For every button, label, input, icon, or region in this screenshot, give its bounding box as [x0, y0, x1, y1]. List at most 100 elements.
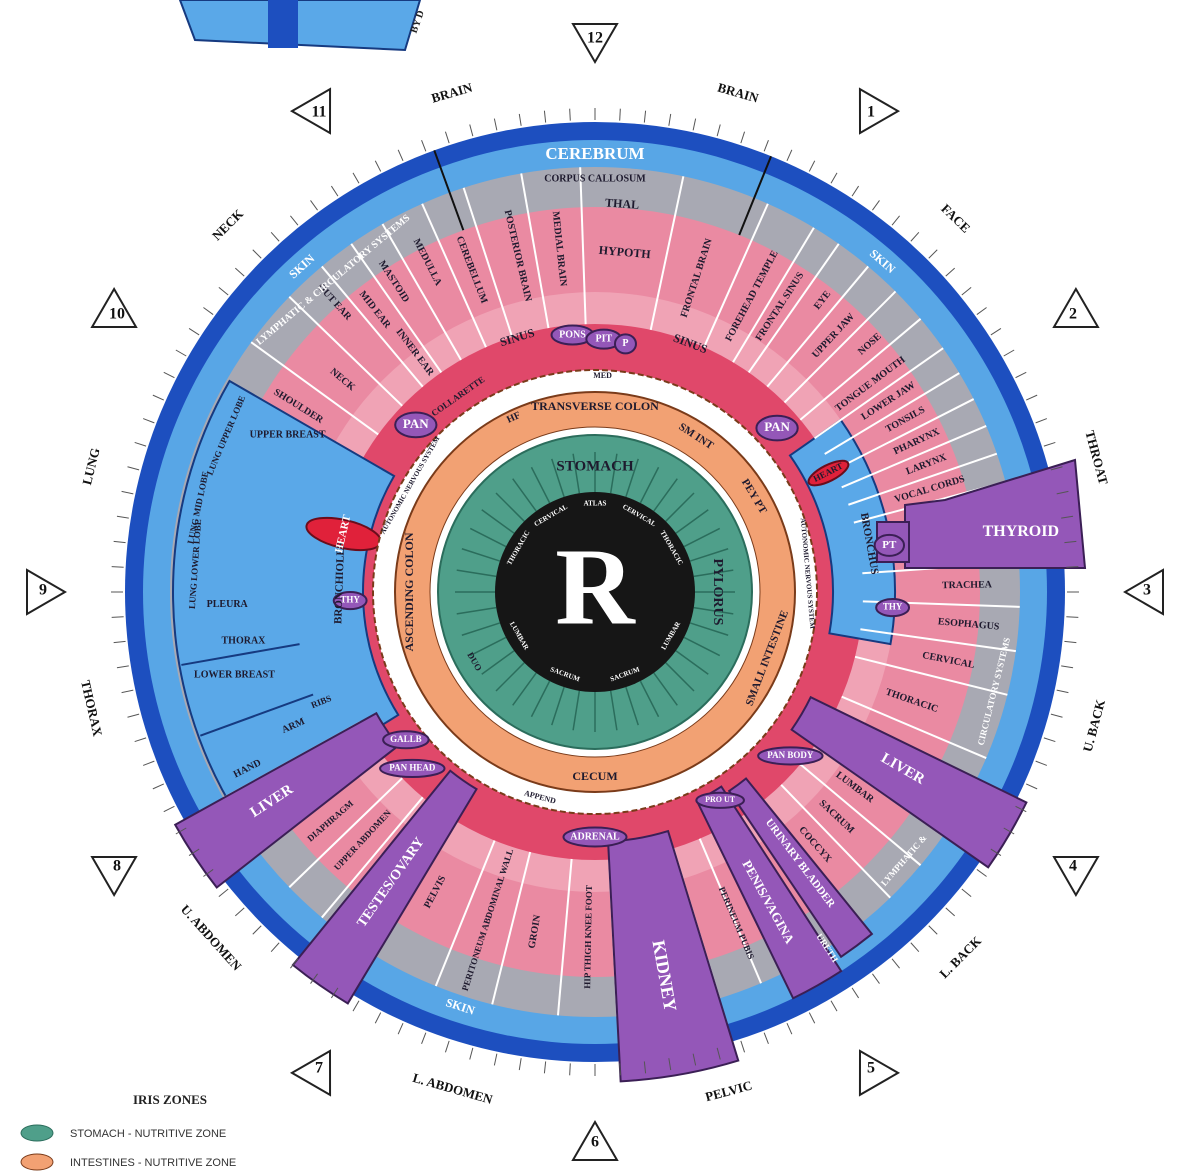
organ-label: PAN HEAD: [389, 763, 436, 773]
tick: [253, 250, 261, 258]
legend-title: IRIS ZONES: [133, 1092, 207, 1107]
tick: [1044, 442, 1055, 446]
tick: [127, 467, 139, 470]
zone-label: BRAIN: [716, 80, 761, 106]
organ-label: STOMACH: [556, 458, 634, 474]
zone-label: LUNG: [79, 446, 103, 486]
organ-label: CEREBRUM: [545, 144, 644, 163]
organ-label: PT: [882, 539, 897, 551]
organ-label: PAN: [764, 419, 790, 434]
zone-label: L. BACK: [936, 933, 985, 982]
tick: [271, 232, 279, 241]
tick: [1036, 419, 1047, 423]
tick: [1057, 690, 1069, 692]
tick: [235, 268, 244, 276]
iris-chart: BY D R121234567891011BRAINBRAINFACETHROA…: [0, 0, 1177, 1173]
tick: [911, 943, 919, 952]
tick: [929, 926, 937, 934]
organ-label: P: [622, 338, 628, 349]
organ-label: PLEURA: [207, 599, 249, 610]
tick: [831, 1001, 837, 1011]
tick: [143, 761, 154, 765]
organ-label: PONS: [559, 329, 586, 340]
zone-label: U. BACK: [1080, 697, 1109, 753]
tick: [1016, 372, 1027, 377]
organ-label: GALLB: [390, 734, 422, 744]
tick: [962, 287, 971, 295]
organ-label: ADRENAL: [570, 831, 620, 842]
organ-label: TRACHEA: [942, 579, 993, 591]
tick: [787, 1023, 792, 1034]
fan-shape: [180, 0, 420, 50]
tick: [271, 943, 279, 952]
tick: [620, 1063, 621, 1075]
tick: [809, 1013, 814, 1024]
clock-number: 11: [311, 104, 326, 121]
legend-item: INTESTINES - NUTRITIVE ZONE: [70, 1157, 236, 1169]
top-fan: BY D: [180, 0, 427, 50]
clock-number: 1: [867, 104, 875, 121]
tick: [620, 109, 621, 121]
tick: [831, 173, 837, 183]
tick: [135, 738, 146, 742]
tick: [445, 1041, 449, 1052]
tick: [219, 287, 228, 295]
clock-number: 2: [1069, 306, 1077, 323]
tick: [519, 1058, 521, 1070]
fan-bar: [268, 0, 298, 48]
tick: [1044, 738, 1055, 742]
tick: [519, 114, 521, 126]
tick: [929, 250, 937, 258]
tick: [422, 140, 426, 151]
tick: [422, 1033, 426, 1044]
center-label: R: [555, 525, 636, 647]
tick: [1026, 784, 1037, 789]
tick: [189, 328, 199, 335]
clock-number: 7: [315, 1060, 323, 1077]
tick: [946, 268, 955, 276]
tick: [112, 567, 124, 568]
organ-label: TRANSVERSE COLON: [531, 399, 659, 413]
organ-label: THYROID: [983, 523, 1059, 540]
tick: [1066, 567, 1078, 568]
organ-label: ASCENDING COLON: [402, 532, 416, 651]
tick: [494, 119, 496, 131]
clock-number: 8: [113, 858, 121, 875]
zone-label: NECK: [209, 205, 247, 243]
tick: [122, 690, 134, 692]
tick: [991, 328, 1001, 335]
organ-label: PIT: [595, 333, 612, 344]
tick: [570, 109, 571, 121]
tick: [153, 395, 164, 400]
tick: [331, 186, 338, 196]
tick: [1036, 761, 1047, 765]
organ-label: CECUM: [572, 769, 617, 783]
zone-label: THORAX: [78, 679, 106, 739]
tick: [398, 1023, 403, 1034]
tick: [135, 442, 146, 446]
organ-label: PRO UT: [705, 795, 736, 804]
tick: [764, 140, 768, 151]
organ-label: LOWER BREAST: [194, 670, 275, 681]
clock-number: 12: [587, 30, 603, 47]
clock-number: 9: [39, 582, 47, 599]
tick: [669, 114, 671, 126]
tick: [962, 889, 971, 897]
tick: [112, 617, 124, 618]
zone-label: L. ABDOMEN: [411, 1070, 495, 1107]
tick: [717, 124, 720, 136]
organ-label: THORAX: [222, 636, 267, 647]
organ-label: HIP THIGH KNEE FOOT: [582, 885, 594, 989]
tick: [114, 541, 126, 542]
clock-number: 4: [1069, 858, 1077, 875]
tick: [1066, 617, 1078, 618]
zone-label: U. ABDOMEN: [178, 902, 245, 974]
tick: [977, 308, 987, 315]
tick: [544, 1061, 545, 1073]
tick: [1004, 350, 1014, 356]
tick: [445, 132, 449, 143]
tick: [852, 186, 859, 196]
tick: [1051, 714, 1063, 717]
tick: [1064, 641, 1076, 642]
clock-number: 5: [867, 1060, 875, 1077]
